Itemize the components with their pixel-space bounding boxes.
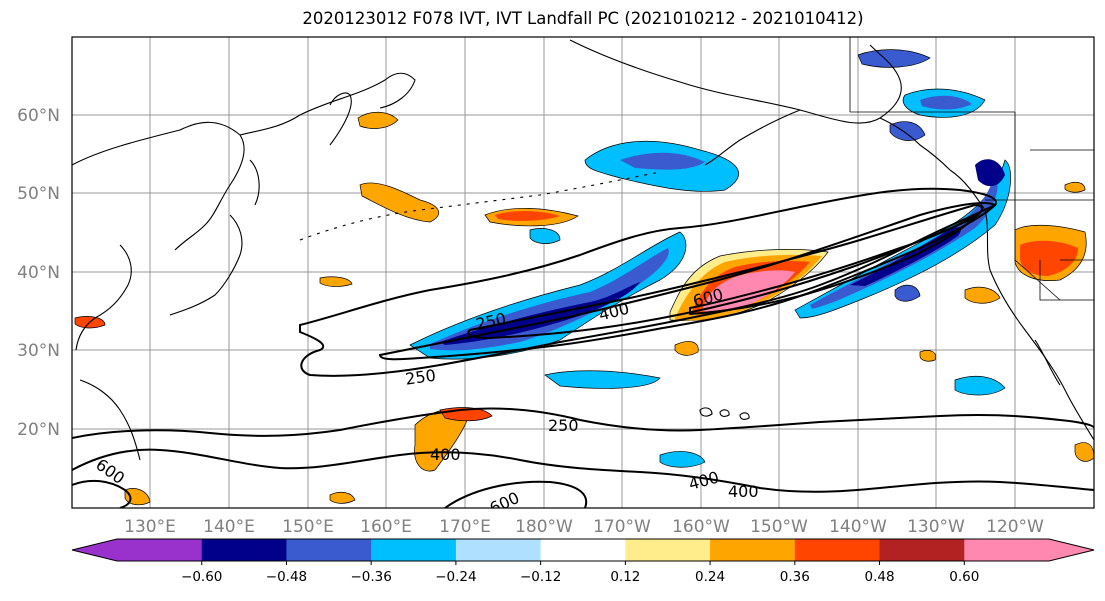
map-frame (71, 36, 1095, 509)
contour-label-400-b: 400 (430, 445, 461, 464)
lon-label-170w: 170°W (593, 517, 651, 537)
contour-label-250-b: 250 (404, 366, 437, 389)
lat-label-50: 50°N (17, 184, 60, 204)
lon-label-160e: 160°E (360, 517, 412, 537)
colorbar-tick-label: −0.24 (435, 569, 476, 585)
colorbar-segment (117, 539, 203, 561)
colorbar: −0.60 −0.48 −0.36 −0.24 −0.12 0.12 0.24 0.36 0.4… (71, 538, 1095, 585)
colorbar-tick-label: −0.12 (520, 569, 561, 585)
lat-label-30: 30°N (17, 341, 60, 361)
colorbar-segment (879, 539, 965, 561)
colorbar-arrow-min (72, 539, 117, 561)
lon-label-140w: 140°W (829, 517, 887, 537)
colorbar-segment (625, 539, 711, 561)
ivt-shading (74, 49, 1094, 506)
colorbar-tick-label: −0.60 (181, 569, 222, 585)
colorbar-tick-label: 0.60 (949, 569, 979, 585)
colorbar-tick-label: −0.48 (266, 569, 307, 585)
lat-label-20: 20°N (17, 420, 60, 440)
colorbar-segment (201, 539, 287, 561)
lon-label-130e: 130°E (124, 517, 176, 537)
lon-label-160w: 160°W (672, 517, 730, 537)
lat-label-40: 40°N (17, 263, 60, 283)
lon-label-170e: 170°E (439, 517, 491, 537)
contour-label-400-d: 400 (728, 482, 759, 501)
coastlines (72, 39, 1094, 461)
lon-label-120w: 120°W (986, 517, 1044, 537)
colorbar-tick-label: 0.48 (865, 569, 895, 585)
lon-label-150e: 150°E (282, 517, 334, 537)
colorbar-tick-label: 0.36 (780, 569, 810, 585)
colorbar-segment (964, 539, 1050, 561)
lon-label-150w: 150°W (750, 517, 808, 537)
lon-label-130w: 130°W (907, 517, 965, 537)
lon-label-180w: 180°W (515, 517, 573, 537)
colorbar-segment (286, 539, 372, 561)
colorbar-segment (540, 539, 626, 561)
colorbar-tick-label: 0.24 (695, 569, 725, 585)
longitude-labels: 130°E 140°E 150°E 160°E 170°E 180°W 170°… (124, 517, 1044, 537)
map-title: 2020123012 F078 IVT, IVT Landfall PC (20… (302, 9, 864, 28)
colorbar-outline (71, 538, 1095, 562)
lon-label-140e: 140°E (203, 517, 255, 537)
colorbar-segment (794, 539, 881, 561)
colorbar-tick-label: −0.36 (350, 569, 391, 585)
colorbar-segment (455, 539, 542, 561)
contour-label-250-c: 250 (548, 416, 579, 435)
lat-label-60: 60°N (17, 106, 60, 126)
ivt-contours (72, 187, 1094, 508)
colorbar-tick-label: 0.12 (610, 569, 640, 585)
colorbar-segment (371, 539, 457, 561)
colorbar-segment (710, 539, 796, 561)
political-borders (849, 37, 1094, 301)
colorbar-arrow-max (1049, 539, 1094, 561)
latitude-labels: 60°N 50°N 40°N 30°N 20°N (17, 106, 60, 440)
